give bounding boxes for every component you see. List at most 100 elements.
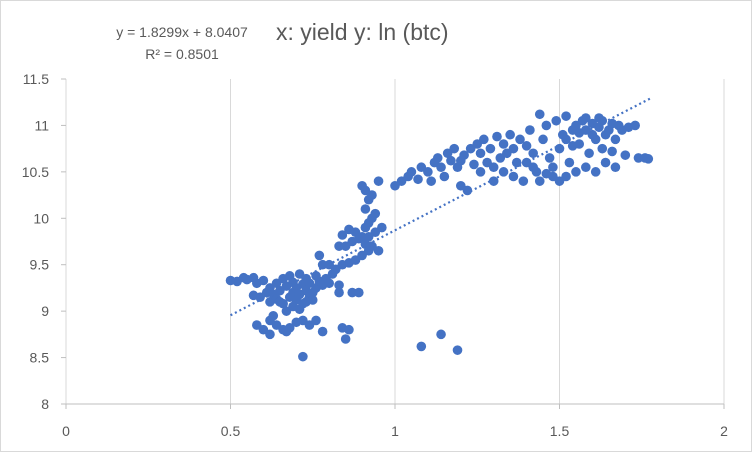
data-point-120: [462, 185, 473, 196]
data-point-105: [406, 167, 417, 177]
data-point-132: [505, 129, 515, 140]
data-point-183: [587, 129, 598, 140]
x-tick-label-2: 2: [720, 423, 728, 439]
data-point-143: [541, 120, 552, 131]
data-point-190: [534, 176, 545, 186]
data-point-93: [370, 208, 381, 219]
data-point-94: [360, 204, 371, 214]
data-point-180: [567, 141, 578, 151]
data-point-127: [488, 176, 499, 186]
data-point-79: [337, 230, 348, 240]
y-tick-label-8.5: 8.5: [30, 350, 50, 366]
data-point-192: [521, 157, 532, 168]
data-point-144: [544, 153, 555, 163]
data-point-150: [561, 111, 571, 121]
data-point-112: [436, 162, 446, 173]
x-tick-label-0.5: 0.5: [221, 423, 241, 439]
data-point-173: [620, 150, 631, 160]
data-point-176: [633, 153, 644, 163]
data-point-175: [630, 120, 640, 131]
data-point-184: [594, 113, 604, 123]
data-point-65: [298, 351, 308, 362]
y-tick-label-8: 8: [41, 396, 49, 412]
data-point-178: [643, 154, 654, 164]
data-point-139: [528, 148, 538, 159]
data-point-198: [456, 155, 466, 166]
data-point-138: [525, 125, 535, 135]
data-point-41: [334, 280, 344, 290]
trendline-equation: y = 1.8299x + 8.0407: [116, 24, 248, 40]
data-point-76: [334, 241, 344, 251]
data-point-135: [515, 134, 525, 145]
data-point-170: [610, 162, 621, 173]
data-point-197: [469, 159, 479, 170]
data-point-108: [423, 167, 433, 177]
data-point-201: [452, 345, 463, 355]
data-point-179: [561, 134, 571, 145]
chart-title: x: yield y: ln (btc): [276, 19, 449, 45]
data-point-162: [590, 167, 601, 177]
data-point-99: [373, 176, 384, 186]
data-point-83: [357, 232, 367, 242]
y-tick-label-10.5: 10.5: [22, 164, 49, 180]
data-point-142: [538, 134, 548, 145]
data-point-88: [363, 245, 374, 256]
data-point-128: [492, 131, 502, 142]
data-point-199: [416, 341, 427, 352]
data-point-67: [347, 287, 358, 298]
data-point-169: [610, 134, 621, 145]
data-point-116: [449, 143, 460, 154]
data-point-42: [275, 297, 285, 307]
data-point-124: [479, 134, 489, 145]
data-point-187: [541, 168, 552, 179]
x-tick-label-1.5: 1.5: [550, 423, 570, 439]
data-point-159: [584, 148, 594, 159]
data-point-6: [258, 275, 269, 286]
data-point-151: [564, 157, 575, 168]
data-point-126: [485, 143, 496, 154]
data-point-89: [373, 245, 384, 256]
trendline-r2: R² = 0.8501: [145, 46, 219, 62]
data-point-186: [607, 146, 617, 157]
data-point-47: [307, 295, 318, 305]
y-tick-label-9.5: 9.5: [30, 257, 50, 273]
data-point-188: [548, 162, 558, 173]
data-point-182: [581, 113, 591, 123]
data-point-157: [581, 162, 591, 173]
data-point-97: [357, 180, 367, 191]
data-point-146: [551, 115, 562, 126]
data-point-64: [340, 334, 351, 344]
data-point-189: [561, 171, 571, 182]
x-tick-label-0: 0: [62, 423, 70, 439]
data-point-69: [314, 250, 325, 261]
data-point-137: [521, 141, 532, 151]
y-tick-label-10: 10: [33, 210, 49, 226]
data-point-60: [265, 329, 275, 340]
x-tick-label-1: 1: [391, 423, 399, 439]
y-tick-label-11.5: 11.5: [23, 71, 49, 87]
data-point-98: [367, 190, 377, 200]
data-point-113: [439, 171, 450, 182]
data-point-109: [426, 176, 436, 186]
data-point-39: [324, 278, 335, 289]
y-tick-label-9: 9: [41, 303, 49, 319]
data-point-141: [534, 109, 545, 120]
data-point-130: [498, 139, 509, 149]
data-point-123: [475, 148, 486, 159]
data-point-115: [446, 155, 456, 166]
data-point-164: [597, 143, 608, 154]
data-point-133: [508, 143, 519, 154]
data-point-200: [436, 329, 446, 340]
data-point-51: [268, 310, 279, 321]
data-point-196: [475, 167, 486, 177]
data-point-185: [600, 129, 611, 140]
data-point-61: [281, 326, 292, 337]
data-point-166: [600, 157, 611, 168]
data-point-68: [354, 287, 364, 298]
data-point-136: [518, 176, 529, 186]
trendline: [229, 96, 653, 317]
data-point-101: [377, 222, 387, 233]
data-point-66: [334, 287, 344, 298]
